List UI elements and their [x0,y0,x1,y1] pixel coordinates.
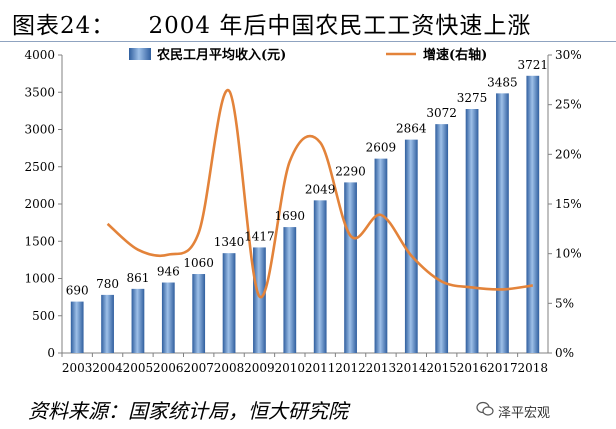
right-tick-label: 10% [555,247,582,261]
bar [465,109,479,353]
left-tick-label: 1000 [24,272,55,286]
chart-title: 图表24： 2004 年后中国农民工工资快速上涨 [12,13,532,39]
x-tick-label: 2011 [305,361,336,375]
bar-value-label: 2609 [366,141,397,155]
x-tick-label: 2013 [366,361,397,375]
watermark-text: 泽平宏观 [498,406,551,421]
chart-area: 0 500 1000 1500 2000 2500 3000 3500 4000 0% 5% 10% 1… [5,42,609,382]
x-tick-label: 2007 [183,361,214,375]
bar-value-label: 1417 [244,229,275,243]
bar-value-label: 2049 [305,182,336,196]
x-tick-label: 2004 [92,361,123,375]
source-note: 资料来源：国家统计局，恒大研究院 [28,399,348,423]
legend-bar-swatch [129,48,151,60]
bar-series [70,75,540,354]
x-tick-label: 2006 [153,361,184,375]
x-tick-label: 2003 [62,361,93,375]
watermark: 泽平宏观 [476,401,551,421]
bar-value-label: 690 [66,284,89,298]
bar [101,294,114,353]
x-tick-label: 2012 [335,361,366,375]
bar-value-label: 3072 [426,106,457,120]
bar [222,253,236,353]
left-tick-label: 3000 [24,123,55,137]
bar [161,282,175,353]
bar [344,182,357,353]
bar-value-label: 1060 [183,256,214,270]
title-bar: 图表24： 2004 年后中国农民工工资快速上涨 [0,0,616,41]
x-tick-label: 2009 [244,361,275,375]
bar-value-label: 1340 [214,235,245,249]
bar [496,93,509,354]
legend-line-label: 增速(右轴) [423,47,487,63]
bar [374,158,388,353]
bar-value-label: 1690 [275,209,306,223]
legend: 农民工月平均收入(元) 增速(右轴) [129,47,487,63]
line-series [106,89,533,299]
left-tick-label: 0 [47,346,55,360]
growth-line [106,89,533,299]
source-bar: 资料来源：国家统计局，恒大研究院 泽平宏观 [0,393,616,429]
bar [253,247,266,353]
title-divider [0,41,616,42]
bar [192,274,206,353]
x-tick-label: 2017 [487,361,518,375]
left-tick-label: 3500 [24,85,55,99]
right-tick-label: 15% [555,197,582,211]
bar-value-label: 2290 [335,164,366,178]
bar-value-label: 2864 [396,122,427,136]
bar-value-label: 946 [157,265,180,279]
income-growth-chart: 0 500 1000 1500 2000 2500 3000 3500 4000 0% 5% 10% 1… [24,47,581,375]
left-tick-label: 2000 [24,197,55,211]
x-tick-label: 2018 [518,361,549,375]
x-tick-label: 2015 [426,361,457,375]
x-tick-label: 2014 [396,361,427,375]
left-tick-label: 2500 [24,160,55,174]
bar [435,124,449,353]
legend-bar-label: 农民工月平均收入(元) [156,47,286,63]
bar [131,288,145,353]
bar [283,227,297,353]
bar [70,301,84,353]
left-tick-label: 4000 [24,48,55,62]
bar [313,200,327,353]
x-tick-label: 2016 [457,361,488,375]
axes: 0 500 1000 1500 2000 2500 3000 3500 4000 0% 5% 10% 1… [24,48,581,375]
right-tick-label: 5% [555,296,574,310]
bar-value-label: 780 [96,277,119,291]
x-tick-label: 2005 [123,361,154,375]
left-tick-label: 1500 [24,234,55,248]
x-tick-label: 2010 [275,361,306,375]
bar-value-label: 3275 [457,91,488,105]
right-tick-label: 20% [555,147,582,161]
bar-value-label: 3485 [487,75,518,89]
right-tick-label: 30% [555,48,582,62]
right-tick-label: 0% [555,346,574,360]
bar-value-label: 3721 [518,58,549,72]
bar [526,75,540,354]
bar-value-label: 861 [126,271,149,285]
bar [404,139,418,353]
wechat-icon [476,401,494,416]
x-tick-label: 2008 [214,361,245,375]
right-tick-label: 25% [555,98,582,112]
left-tick-label: 500 [32,309,55,323]
